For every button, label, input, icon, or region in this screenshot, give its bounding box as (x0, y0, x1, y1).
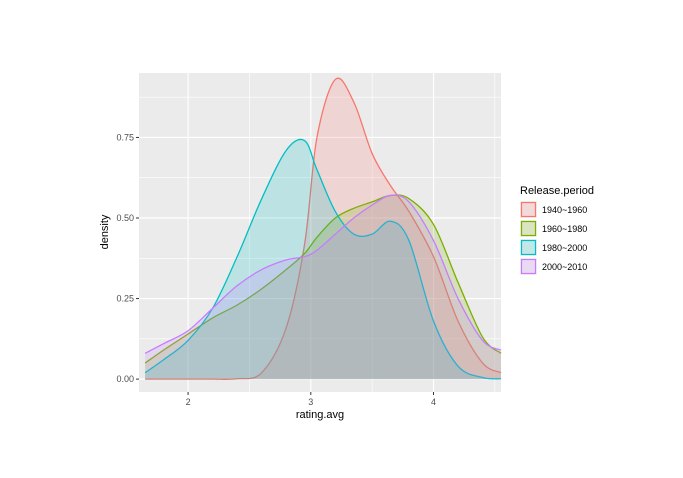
legend-title: Release.period (520, 185, 594, 197)
density-area-series-4 (145, 195, 501, 380)
tick-labels: 2 3 4 0.00 0.25 0.50 0.75 (116, 132, 436, 407)
y-tick-label: 0.75 (116, 132, 134, 142)
legend: Release.period 1940~1960 1960~1980 1980~20… (520, 185, 594, 275)
density-line-series-1 (145, 77, 502, 380)
density-series (144, 77, 502, 380)
y-axis-title: density (99, 214, 111, 249)
y-tick-label: 0.50 (116, 213, 134, 223)
legend-key-background (520, 201, 537, 218)
legend-label: 1980~2000 (542, 243, 587, 253)
legend-key-background (520, 220, 537, 237)
y-tick-label: 0.25 (116, 294, 134, 304)
density-area-series-3 (145, 139, 501, 380)
legend-label: 1960~1980 (542, 224, 587, 234)
legend-key-swatch (520, 239, 537, 256)
x-tick-label: 2 (186, 397, 191, 407)
y-tick-label: 0.00 (116, 374, 134, 384)
legend-key-swatch (520, 220, 537, 237)
legend-key-background (520, 258, 537, 275)
legend-key-swatch (520, 258, 537, 275)
x-tick-label: 4 (431, 397, 436, 407)
density-line-series-2 (144, 194, 502, 364)
x-axis-title: rating.avg (296, 409, 344, 421)
density-area-series-1 (145, 78, 501, 380)
legend-label: 1940~1960 (542, 205, 587, 215)
x-tick-label: 3 (308, 397, 313, 407)
legend-key-swatch (520, 201, 537, 218)
axis-ticks (136, 136, 435, 395)
density-area-series-2 (145, 194, 501, 380)
legend-key-background (520, 239, 537, 256)
legend-label: 2000~2010 (542, 262, 587, 272)
density-line-series-4 (144, 194, 502, 354)
